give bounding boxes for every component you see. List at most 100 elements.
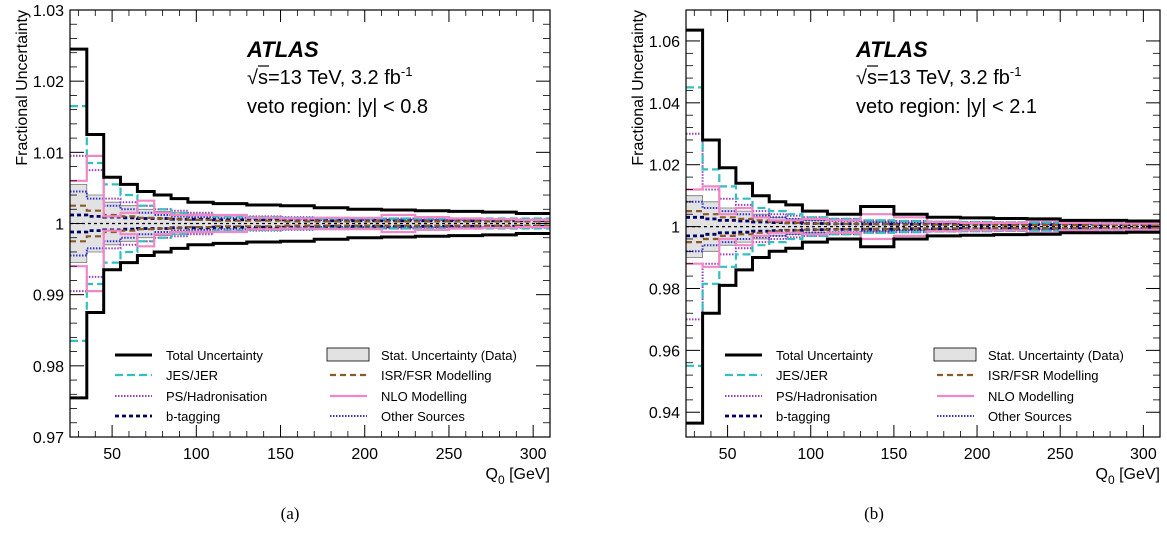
series-isr-down: [70, 224, 550, 243]
energy-label: √s=13 TeV, 3.2 fb-1: [856, 64, 1021, 89]
x-tick-label-100: 100: [183, 446, 210, 463]
x-tick-label-50: 50: [719, 446, 737, 463]
energy-text: s=13 TeV, 3.2 fb: [258, 67, 401, 89]
y-tick-label-3: 1: [55, 217, 64, 234]
y-tick-label-0: 0.94: [649, 405, 680, 422]
plot-frame: [685, 9, 1161, 438]
x-axis-label-sub: 0: [498, 473, 505, 487]
chart-b-svg: 50 100 150 200 250 300 0.94 0.96 0.98 1 1.02 1.04 1.…: [630, 9, 1161, 487]
x-axis-label-unit: [GeV]: [505, 466, 550, 483]
y-tick-label-3: 1: [671, 220, 680, 237]
legend-label-btag: b-tagging: [166, 409, 220, 424]
stat-band-bin-13: [381, 219, 416, 228]
x-tick-label-150: 150: [267, 446, 294, 463]
plot-area: [70, 47, 550, 400]
legend-label-stat: Stat. Uncertainty (Data): [988, 348, 1124, 363]
stat-band-bin-14: [1026, 224, 1061, 230]
legend: Total Uncertainty Stat. Uncertainty (Data…: [115, 347, 517, 424]
x-tick-label-200: 200: [351, 446, 378, 463]
series-nlo-down: [686, 228, 1160, 268]
chart-panel-b: 50 100 150 200 250 300 0.94 0.96 0.98 1 1.02 1.04 1.…: [584, 0, 1167, 534]
x-tick-label-300: 300: [1130, 446, 1157, 463]
stat-band-bin-16: [1093, 224, 1127, 230]
legend-label-stat: Stat. Uncertainty (Data): [381, 348, 517, 363]
stat-band-bin-3: [735, 211, 753, 243]
y-tick-label-1: 0.98: [33, 359, 64, 376]
y-tick-label-2: 0.98: [649, 281, 680, 298]
x-tick-label-100: 100: [797, 446, 824, 463]
chart-a-svg: 50 100 150 200 250 300 0.97 0.98 0.99 1 1.01 1.02 1.…: [14, 3, 551, 487]
series-isr-down: [686, 227, 1160, 244]
series-nlo-down: [70, 226, 550, 293]
stat-band-bin-12: [960, 223, 994, 230]
sqrt-symbol: √: [856, 67, 867, 89]
y-tick-label-2: 0.99: [33, 288, 64, 305]
legend-label-jes: JES/JER: [166, 368, 218, 383]
lumi-exponent: -1: [1010, 64, 1022, 79]
series-total-down: [686, 230, 1160, 425]
x-tick-label-200: 200: [964, 446, 991, 463]
lumi-exponent: -1: [401, 64, 413, 79]
legend-label-other: Other Sources: [381, 409, 465, 424]
x-tick-label-300: 300: [520, 446, 547, 463]
x-axis-label-unit: [GeV]: [1115, 466, 1160, 483]
sqrt-symbol: √: [247, 67, 258, 89]
energy-text: s=13 TeV, 3.2 fb: [867, 67, 1010, 89]
legend-label-nlo: NLO Modelling: [988, 389, 1074, 404]
caption-a: (a): [280, 504, 300, 523]
x-axis-label-main: Q: [486, 466, 498, 483]
legend-label-total: Total Uncertainty: [166, 348, 263, 363]
y-tick-label-6: 1.06: [649, 34, 680, 51]
x-axis-label: Q0 [GeV]: [486, 466, 551, 487]
stat-band-bin-10: [280, 217, 315, 230]
atlas-label: ATLAS: [855, 37, 928, 62]
legend-label-isr: ISR/FSR Modelling: [381, 368, 492, 383]
series-isr-up: [70, 204, 550, 223]
legend-swatch-stat: [326, 347, 370, 362]
series-ps-up: [686, 132, 1160, 224]
legend-swatch-stat: [933, 347, 977, 362]
x-axis-label: Q0 [GeV]: [1096, 466, 1161, 487]
series-nlo-up: [70, 154, 550, 221]
caption-b: (b): [864, 504, 884, 523]
chart-panel-a: 50 100 150 200 250 300 0.97 0.98 0.99 1 1.01 1.02 1.…: [0, 0, 583, 534]
y-axis-label: Fractional Uncertainty: [630, 10, 647, 166]
series-nlo-up: [686, 185, 1160, 225]
series-total-up: [70, 47, 550, 215]
x-tick-label-250: 250: [436, 446, 463, 463]
y-tick-label-0: 0.97: [33, 430, 64, 447]
x-tick-label-150: 150: [881, 446, 908, 463]
y-tick-label-4: 1.01: [33, 145, 64, 162]
stat-band-bin-11: [927, 223, 961, 230]
energy-label: √s=13 TeV, 3.2 fb-1: [247, 64, 412, 89]
stat-band-bin-4: [137, 209, 155, 238]
stat-band-bin-9: [860, 221, 894, 232]
legend-label-other: Other Sources: [988, 409, 1072, 424]
series-total-up: [686, 28, 1160, 223]
legend-label-btag: b-tagging: [776, 409, 830, 424]
x-tick-label-250: 250: [1047, 446, 1074, 463]
legend-label-ps: PS/Hadronisation: [166, 389, 267, 404]
region-label: veto region: |y| < 0.8: [247, 96, 428, 118]
y-tick-label-4: 1.02: [649, 158, 680, 175]
legend-label-isr: ISR/FSR Modelling: [988, 368, 1099, 383]
stat-band-bin-3: [120, 205, 138, 242]
legend-label-ps: PS/Hadronisation: [776, 389, 877, 404]
stat-band-bin-15: [448, 219, 483, 228]
series-ps-down: [686, 229, 1160, 321]
region-label: veto region: |y| < 2.1: [856, 96, 1037, 118]
atlas-label: ATLAS: [246, 37, 319, 62]
x-axis-label-sub: 0: [1108, 473, 1115, 487]
y-tick-label-5: 1.04: [649, 96, 680, 113]
y-tick-label-5: 1.02: [33, 74, 64, 91]
stat-band-bin-16: [482, 219, 517, 228]
stat-band-bin-11: [314, 218, 348, 229]
y-tick-label-6: 1.03: [33, 3, 64, 20]
legend: Total Uncertainty Stat. Uncertainty (Data…: [725, 347, 1124, 424]
legend-label-jes: JES/JER: [776, 368, 828, 383]
plot-area: [686, 28, 1160, 425]
series-isr-up: [686, 210, 1160, 227]
x-tick-label-50: 50: [103, 446, 121, 463]
legend-label-nlo: NLO Modelling: [381, 389, 467, 404]
series-jes-down: [70, 227, 550, 342]
